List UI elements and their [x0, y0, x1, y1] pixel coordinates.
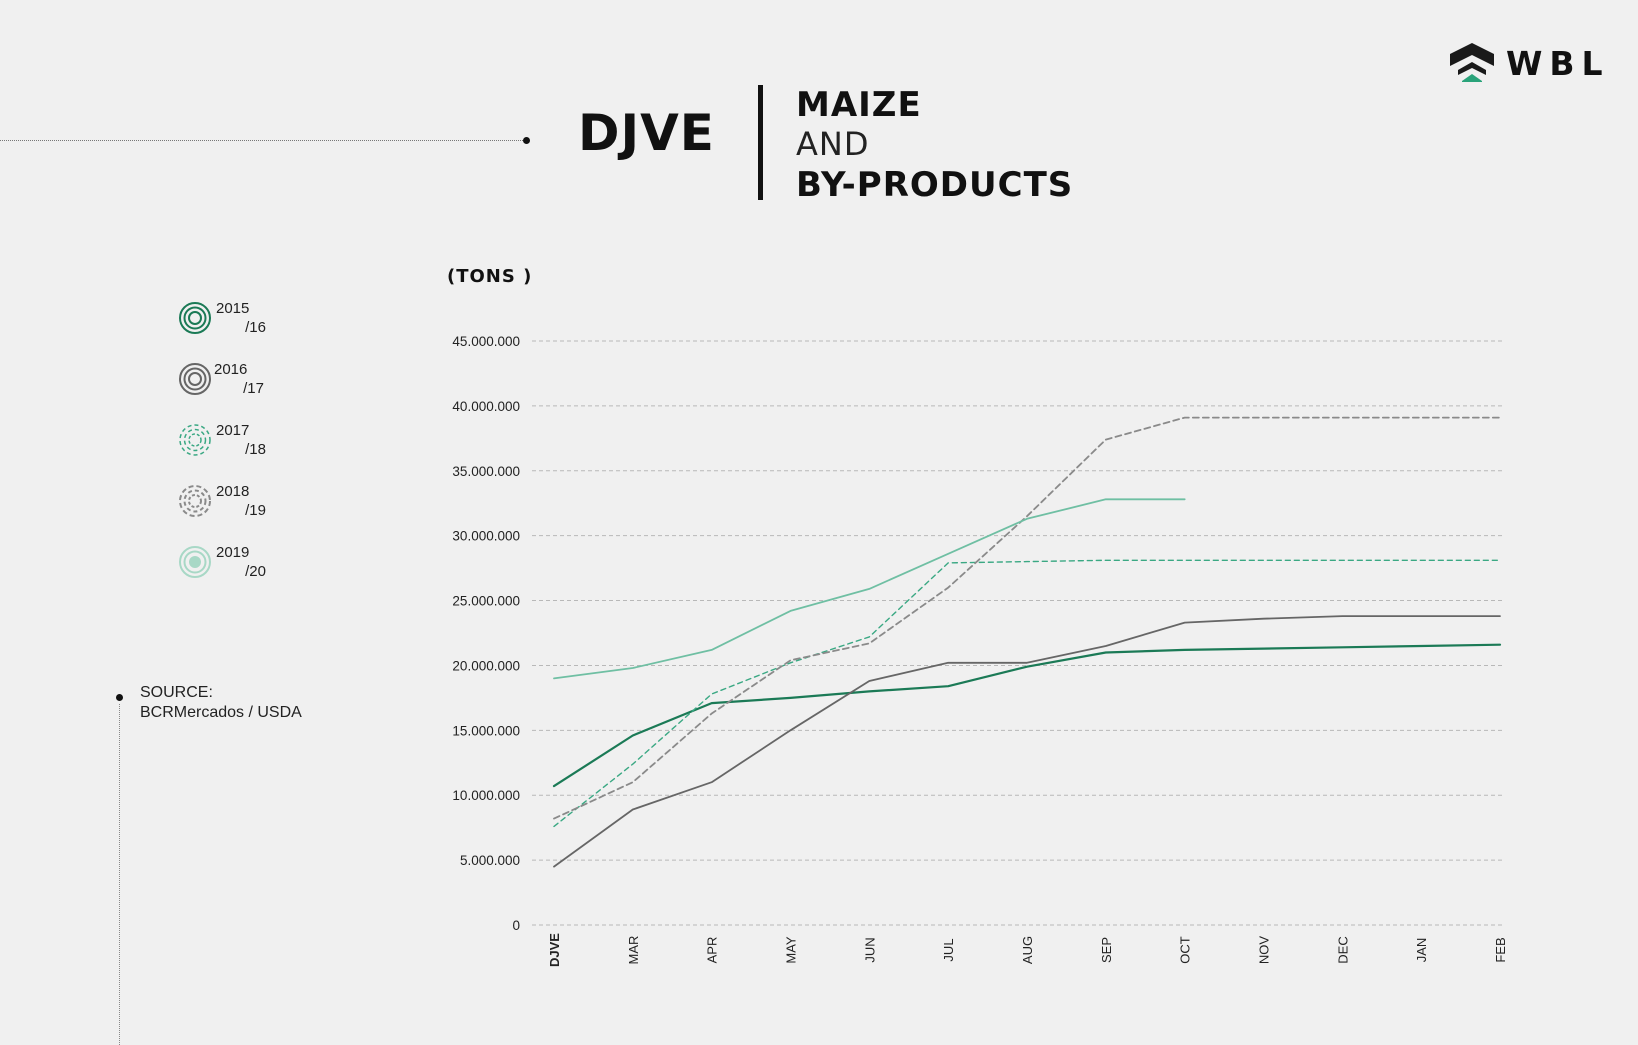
x-tick-label: AUG — [1020, 936, 1035, 964]
x-tick-label: JUN — [862, 937, 877, 962]
subtitle-line-1: MAIZE — [796, 85, 922, 125]
subtitle-line-3: BY-PRODUCTS — [796, 165, 1074, 205]
y-tick-label: 45.000.000 — [452, 334, 520, 349]
legend-swatch-icon — [179, 424, 211, 456]
source-note: SOURCE: BCRMercados / USDA — [140, 683, 302, 723]
legend-label-suffix: /18 — [245, 441, 266, 458]
x-tick-label: NOV — [1257, 936, 1272, 965]
legend-label-year: 2018 — [216, 483, 250, 500]
x-tick-label: SEP — [1099, 937, 1114, 963]
title-separator — [758, 85, 763, 200]
legend-label-year: 2019 — [216, 544, 250, 561]
legend-item-2015-16: 2015/16 — [178, 299, 288, 343]
x-tick-label: JAN — [1414, 938, 1429, 963]
series-line-2017-18 — [553, 559, 1501, 828]
header-divider-rule — [0, 140, 525, 141]
x-tick-label: DJVE — [547, 933, 562, 967]
legend-swatch-icon — [179, 302, 211, 334]
y-tick-label: 5.000.000 — [460, 853, 520, 868]
y-tick-label: 30.000.000 — [452, 529, 520, 544]
y-tick-label: 20.000.000 — [452, 658, 520, 673]
legend-item-2016-17: 2016/17 — [178, 360, 288, 404]
x-tick-label: DEC — [1335, 936, 1350, 963]
series-line-2019-20 — [553, 498, 1186, 680]
legend-label-suffix: /17 — [243, 380, 264, 397]
x-tick-label: MAR — [626, 936, 641, 965]
series-line-2018-19 — [553, 416, 1501, 820]
y-tick-label: 40.000.000 — [452, 399, 520, 414]
legend-label-suffix: /20 — [245, 563, 266, 580]
x-tick-label: MAY — [784, 936, 799, 964]
legend-item-2017-18: 2017/18 — [178, 421, 288, 465]
legend-label-suffix: /16 — [245, 319, 266, 336]
page-title: DJVE — [578, 104, 715, 162]
legend-swatch-icon — [179, 546, 211, 578]
x-tick-label: FEB — [1493, 937, 1508, 962]
wbl-logo-icon — [1450, 43, 1494, 82]
legend-label-year: 2017 — [216, 422, 250, 439]
source-bullet — [116, 694, 123, 701]
x-tick-label: APR — [705, 937, 720, 964]
legend-label-year: 2016 — [214, 361, 248, 378]
y-tick-label: 10.000.000 — [452, 788, 520, 803]
y-tick-label: 15.000.000 — [452, 723, 520, 738]
x-tick-label: OCT — [1178, 936, 1193, 964]
legend-label-year: 2015 — [216, 300, 250, 317]
legend-swatch-icon — [179, 485, 211, 517]
series-line-2015-16 — [552, 643, 1502, 788]
legend-item-2018-19: 2018/19 — [178, 482, 288, 526]
series-line-2016-17 — [553, 615, 1501, 868]
legend-swatch-icon — [179, 363, 211, 395]
legend-label-suffix: /19 — [245, 502, 266, 519]
y-tick-label: 0 — [512, 918, 520, 933]
header-divider-dot — [523, 137, 530, 144]
source-guide-line — [119, 704, 120, 1045]
subtitle-line-2: AND — [796, 125, 870, 163]
source-value: BCRMercados / USDA — [140, 704, 302, 721]
y-tick-label: 25.000.000 — [452, 594, 520, 609]
source-label: SOURCE: — [140, 684, 213, 701]
legend-item-2019-20: 2019/20 — [178, 543, 288, 587]
x-tick-label: JUL — [941, 938, 956, 961]
y-tick-label: 35.000.000 — [452, 464, 520, 479]
y-axis-unit-label: (TONS ) — [447, 266, 533, 287]
logo-wordmark: WBL — [1506, 44, 1610, 83]
